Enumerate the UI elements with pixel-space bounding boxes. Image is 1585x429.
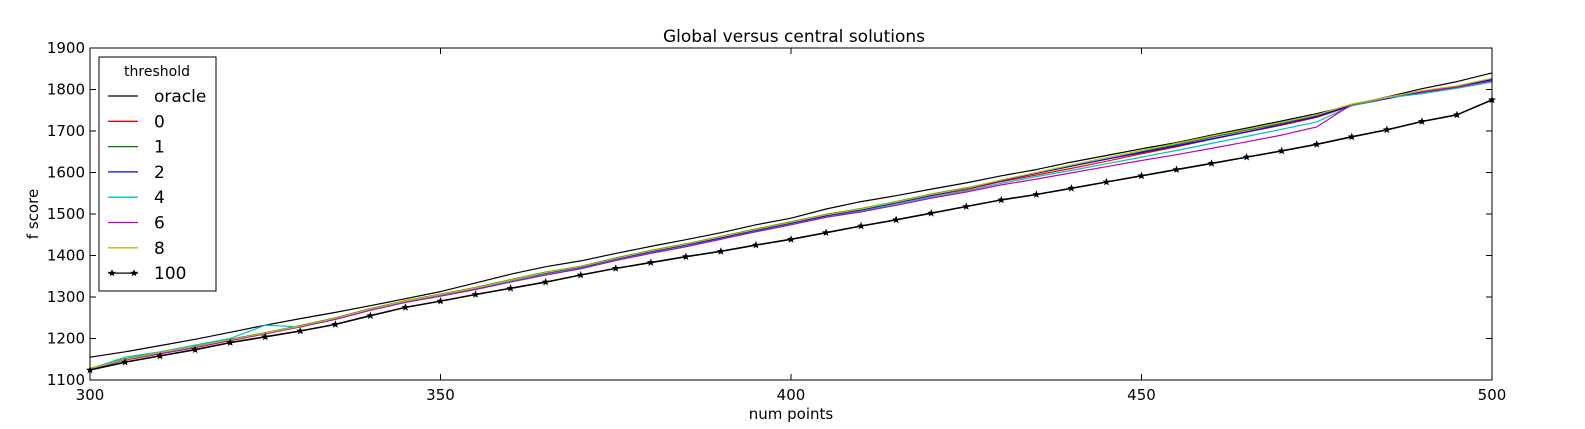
series-point-100 bbox=[226, 338, 235, 346]
series-point-100 bbox=[156, 351, 165, 360]
legend-label-8: 8 bbox=[154, 239, 165, 259]
series-point-100 bbox=[646, 258, 655, 266]
legend-label-2: 2 bbox=[154, 163, 165, 183]
series-point-100 bbox=[1312, 140, 1321, 148]
series-point-100 bbox=[1453, 110, 1461, 119]
ticks-layer: 300 350 400 450 5001100120013001400150016001… bbox=[47, 39, 1507, 404]
legend-items: oracle 0 1 2 4 6 8 100 bbox=[108, 87, 206, 284]
series-point-100 bbox=[716, 247, 725, 255]
legend-label-4: 4 bbox=[154, 188, 165, 208]
legend-label-0: 0 bbox=[154, 112, 165, 132]
y-tick-label: 1300 bbox=[47, 288, 85, 306]
legend-label-6: 6 bbox=[154, 214, 165, 234]
legend-label-1: 1 bbox=[154, 138, 165, 158]
series-layer bbox=[86, 72, 1496, 374]
series-point-100 bbox=[1417, 117, 1426, 125]
x-tick-label: 450 bbox=[1127, 386, 1156, 404]
series-point-100 bbox=[927, 209, 936, 217]
x-tick-label: 350 bbox=[426, 386, 455, 404]
series-point-100 bbox=[611, 264, 620, 272]
y-tick-label: 1700 bbox=[47, 122, 85, 140]
series-point-100 bbox=[296, 326, 305, 335]
series-point-100 bbox=[121, 358, 129, 366]
series-line-8 bbox=[89, 77, 1493, 370]
series-point-100 bbox=[787, 235, 795, 243]
x-tick-label: 300 bbox=[76, 386, 105, 404]
series-point-100 bbox=[1207, 159, 1216, 167]
series-point-100 bbox=[261, 332, 270, 341]
series-point-100 bbox=[506, 284, 515, 292]
series-point-100 bbox=[1032, 190, 1041, 198]
series-point-100 bbox=[1172, 165, 1181, 173]
series-point-100 bbox=[436, 296, 445, 305]
series-line-oracle bbox=[89, 72, 1493, 358]
series-point-100 bbox=[1277, 146, 1286, 155]
series-point-100 bbox=[997, 195, 1006, 204]
legend-label-100: 100 bbox=[154, 264, 186, 284]
y-tick-label: 1500 bbox=[47, 205, 85, 223]
series-point-100 bbox=[1382, 125, 1391, 134]
legend-label-oracle: oracle bbox=[154, 87, 206, 107]
y-tick-label: 1600 bbox=[47, 164, 85, 182]
legend-title: threshold bbox=[124, 64, 190, 80]
legend-marker-100 bbox=[108, 269, 116, 277]
x-tick-label: 400 bbox=[777, 386, 806, 404]
series-point-100 bbox=[822, 228, 830, 237]
series-point-100 bbox=[401, 303, 410, 311]
y-tick-label: 1200 bbox=[47, 330, 85, 348]
y-tick-label: 1900 bbox=[47, 39, 85, 57]
series-point-100 bbox=[1067, 184, 1076, 192]
x-tick-label: 500 bbox=[1478, 386, 1507, 404]
legend: threshold oracle 0 1 2 4 6 8 100 bbox=[98, 56, 217, 292]
series-point-100 bbox=[1102, 177, 1111, 186]
y-axis-label: f score bbox=[24, 189, 42, 239]
series-point-100 bbox=[892, 215, 901, 224]
series-point-100 bbox=[1137, 171, 1146, 180]
legend-marker-100 bbox=[130, 269, 138, 277]
plot-area bbox=[90, 48, 1492, 380]
series-line-6 bbox=[89, 80, 1493, 370]
y-tick-label: 1800 bbox=[47, 81, 85, 99]
y-tick-label: 1400 bbox=[47, 247, 85, 265]
y-tick-label: 1100 bbox=[47, 371, 85, 389]
series-point-100 bbox=[576, 270, 585, 279]
series-point-100 bbox=[331, 320, 340, 328]
series-point-100 bbox=[1242, 152, 1251, 161]
series-point-100 bbox=[857, 221, 866, 230]
series-point-100 bbox=[681, 252, 690, 261]
series-point-100 bbox=[541, 277, 550, 286]
series-point-100 bbox=[471, 290, 480, 298]
chart-title: Global versus central solutions bbox=[663, 27, 925, 47]
series-point-100 bbox=[191, 345, 200, 354]
series-point-100 bbox=[962, 202, 971, 210]
x-axis-label: num points bbox=[749, 405, 834, 423]
series-point-100 bbox=[1347, 132, 1356, 141]
plot-frame bbox=[89, 47, 1493, 381]
series-point-100 bbox=[752, 240, 760, 249]
series-point-100 bbox=[366, 311, 375, 320]
